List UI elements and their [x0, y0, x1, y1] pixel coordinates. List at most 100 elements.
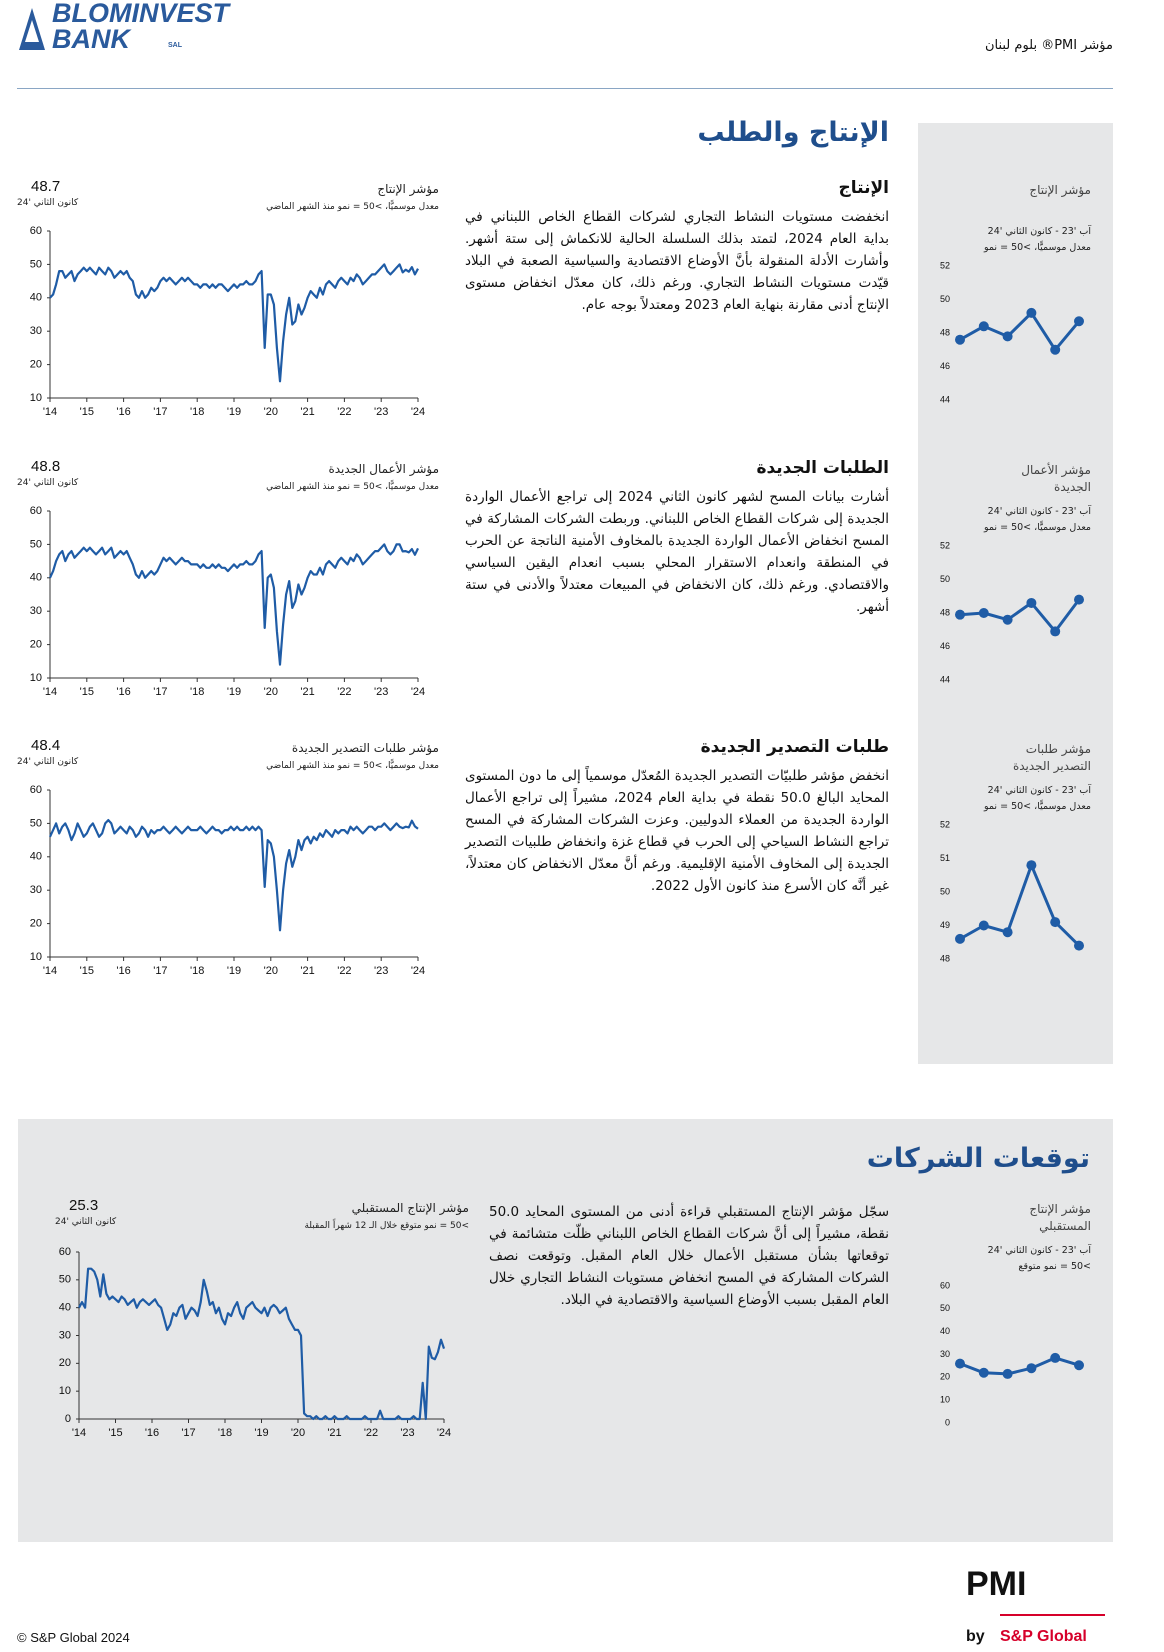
latest-label: كانون الثاني '24: [17, 757, 79, 767]
mini-chart: مؤشر الأعمال الجديدة آب '23 - كانون الثان…: [918, 462, 1113, 712]
chart-subtitle: معدل موسميًّا، >50 = نمو منذ الشهر الماض…: [266, 482, 439, 492]
x-tick-label: '22: [337, 686, 351, 698]
x-tick-label: '20: [264, 406, 278, 418]
outlook-panel: [18, 1119, 1113, 1542]
y-tick-label: 50: [30, 817, 42, 829]
mini-point: [955, 334, 965, 345]
mini-line: [959, 311, 1081, 352]
logo-suffix: SAL: [168, 42, 182, 49]
chart-title: مؤشر الإنتاج: [377, 182, 439, 196]
mini-line: [959, 1356, 1080, 1376]
mini-plot: 0 10 20 30 40 50 60: [940, 1280, 1084, 1427]
logo-mark: [19, 8, 45, 50]
y-tick-label: 20: [30, 639, 42, 651]
y-tick-label: 52: [940, 819, 950, 829]
chart-subtitle: معدل موسميًّا، >50 = نمو منذ الشهر الماض…: [266, 761, 439, 771]
by-label: by: [966, 1628, 985, 1645]
mini-point: [955, 933, 965, 944]
x-tick-label: '17: [153, 965, 167, 977]
mini-period: آب '23 - كانون الثاني '24: [987, 1245, 1091, 1256]
x-tick-label: '14: [43, 406, 57, 418]
x-tick-label: '22: [337, 406, 351, 418]
x-tick-label: '22: [337, 965, 351, 977]
brand: S&P Global: [1000, 1628, 1087, 1645]
mini-point: [978, 920, 989, 931]
data-line: [49, 543, 419, 666]
mini-point: [1074, 940, 1084, 951]
mini-point: [1002, 331, 1013, 342]
mini-title: مؤشر الإنتاج المستقبلي: [1029, 1202, 1091, 1233]
y-tick-label: 40: [30, 572, 42, 584]
y-tick-label: 40: [59, 1302, 71, 1314]
y-tick-label: 49: [940, 920, 950, 930]
y-tick-label: 30: [30, 325, 42, 337]
plot: 10 20 30 40 50 60 '14 '15 '16 '17 '18 '19 '20 '21 '22 '…: [30, 784, 425, 977]
x-tick-label: '19: [227, 686, 241, 698]
y-tick-label: 48: [940, 607, 950, 617]
x-tick-label: '20: [291, 1427, 305, 1439]
x-tick-label: '24: [411, 406, 425, 418]
y-tick-label: 46: [940, 361, 950, 371]
x-tick-label: '15: [80, 406, 94, 418]
y-tick-label: 10: [30, 672, 42, 684]
x-tick-label: '21: [300, 965, 314, 977]
y-tick-label: 48: [940, 953, 950, 963]
latest-label: كانون الثاني '24: [55, 1217, 117, 1227]
y-tick-label: 60: [30, 505, 42, 517]
latest-value: 25.3: [69, 1197, 99, 1214]
mini-subtitle: معدل موسميًّا، >50 = نمو: [984, 801, 1091, 812]
mini-subtitle: معدل موسميًّا، >50 = نمو: [984, 522, 1091, 533]
y-tick-label: 44: [940, 394, 950, 404]
y-tick-label: 52: [940, 540, 950, 550]
mini-line: [959, 863, 1081, 947]
x-tick-label: '19: [227, 406, 241, 418]
y-tick-label: 60: [30, 225, 42, 237]
x-tick-label: '15: [80, 686, 94, 698]
item-text: انخفض مؤشر طلبيّات التصدير الجديدة المُع…: [465, 768, 889, 894]
x-tick-label: '14: [43, 965, 57, 977]
line-chart: مؤشر الإنتاج المستقبلي >50 = نمو متوقع خل…: [55, 1197, 469, 1451]
y-tick-label: 60: [940, 1280, 950, 1290]
mini-point: [1050, 1352, 1061, 1363]
x-tick-label: '14: [43, 686, 57, 698]
y-tick-label: 30: [59, 1329, 71, 1341]
y-tick-label: 46: [940, 641, 950, 651]
mini-point: [1026, 1363, 1037, 1374]
mini-subtitle: >50 = نمو متوقع: [1018, 1261, 1091, 1272]
mini-point: [1050, 344, 1061, 355]
logo-line1: BLOMINVEST: [52, 0, 230, 28]
section-title: الإنتاج والطلب: [697, 117, 889, 148]
item-heading: الطلبات الجديدة: [756, 458, 889, 478]
mini-title: مؤشر الأعمال الجديدة: [1021, 463, 1091, 494]
y-tick-label: 50: [30, 538, 42, 550]
x-tick-label: '15: [80, 965, 94, 977]
mini-period: آب '23 - كانون الثاني '24: [987, 506, 1091, 517]
x-tick-label: '24: [411, 965, 425, 977]
x-tick-label: '23: [374, 965, 388, 977]
mini-point: [955, 609, 965, 620]
y-tick-label: 40: [30, 292, 42, 304]
x-tick-label: '19: [227, 965, 241, 977]
mini-plot: 48 49 50 51 52: [940, 819, 1084, 963]
x-tick-label: '23: [374, 406, 388, 418]
latest-value: 48.7: [31, 178, 61, 195]
y-tick-label: 48: [940, 327, 950, 337]
latest-value: 48.8: [31, 458, 61, 475]
line-chart: مؤشر الإنتاج معدل موسميًّا، >50 = نمو منذ…: [17, 178, 439, 432]
mini-point: [1050, 626, 1061, 637]
item-text: انخفضت مستويات النشاط التجاري لشركات الق…: [465, 209, 889, 313]
y-tick-label: 0: [945, 1417, 950, 1427]
latest-label: كانون الثاني '24: [17, 198, 79, 208]
x-tick-label: '23: [374, 686, 388, 698]
mini-title: مؤشر طلبات التصدير الجديدة: [1012, 742, 1091, 773]
item-heading: الإنتاج: [838, 178, 889, 198]
mini-chart: مؤشر الإنتاج آب '23 - كانون الثاني '24 معد…: [918, 182, 1113, 432]
y-tick-label: 30: [30, 884, 42, 896]
x-tick-label: '17: [181, 1427, 195, 1439]
pmi-logo: PMI: [966, 1565, 1027, 1603]
x-tick-label: '16: [116, 686, 130, 698]
logo-line2: BANK: [52, 24, 130, 54]
mini-chart: مؤشر الإنتاج المستقبلي آب '23 - كانون الث…: [918, 1201, 1113, 1451]
x-tick-label: '16: [145, 1427, 159, 1439]
